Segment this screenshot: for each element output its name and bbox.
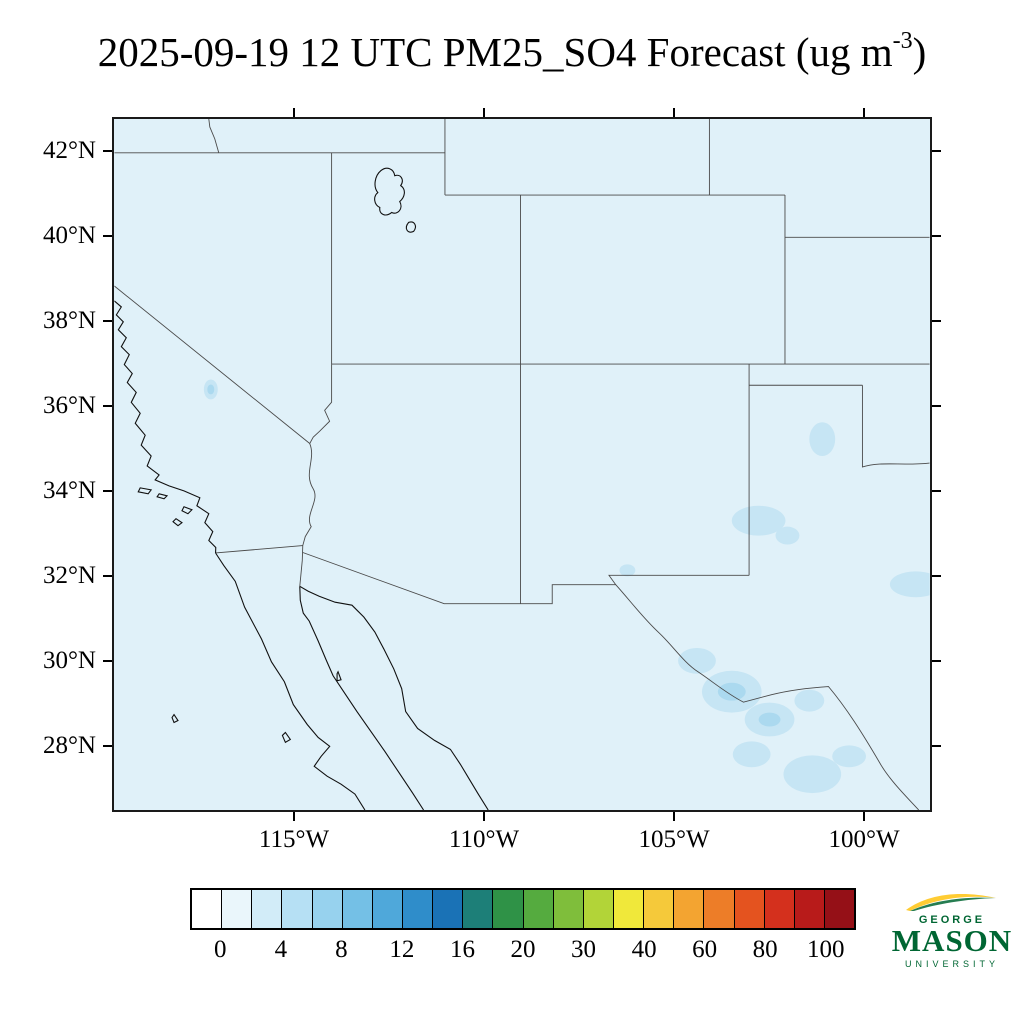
forecast-map-svg xyxy=(114,119,930,810)
map-plot-area xyxy=(112,117,932,812)
colorbar-segment xyxy=(372,890,403,928)
coastline xyxy=(114,167,489,810)
gmu-logo-mason-text: MASON xyxy=(891,923,1013,958)
pm25-so4-enhancement-cores xyxy=(207,384,781,727)
colorbar-tick-label: 8 xyxy=(335,936,348,963)
y-axis-tick-right xyxy=(932,575,941,577)
y-axis-tick-left xyxy=(103,320,112,322)
baja-gulf-coast-path xyxy=(299,586,425,810)
gmu-swoosh-icon xyxy=(906,894,996,911)
us-mexico-border-path xyxy=(215,545,920,810)
x-axis-tick-label: 100°W xyxy=(828,826,900,853)
california-coast-path xyxy=(114,300,217,554)
y-axis-tick-right xyxy=(932,320,941,322)
pm25-so4-enhancement-patches xyxy=(203,379,930,794)
x-axis-tick-bottom xyxy=(673,812,675,821)
y-axis-tick-label: 36°N xyxy=(42,392,96,419)
x-axis-tick-label: 110°W xyxy=(448,826,520,853)
y-axis-tick-right xyxy=(932,405,941,407)
y-axis-tick-label: 34°N xyxy=(42,477,96,504)
colorbar-tick-label: 20 xyxy=(510,936,536,963)
colorbar-segment xyxy=(704,890,735,928)
colorbar-tick-label: 100 xyxy=(806,936,845,963)
colorbar-segment xyxy=(463,890,494,928)
y-axis-tick-label: 38°N xyxy=(42,307,96,334)
y-axis-tick-left xyxy=(103,235,112,237)
colorbar-segment xyxy=(583,890,614,928)
x-axis-tick-label: 115°W xyxy=(258,826,330,853)
colorbar-tick-label: 40 xyxy=(631,936,657,963)
offshore-islands-path xyxy=(137,487,342,744)
y-axis-tick-right xyxy=(932,660,941,662)
y-axis-tick-right xyxy=(932,745,941,747)
map-base xyxy=(114,119,930,810)
gmu-logo-university-text: UNIVERSITY xyxy=(904,959,999,969)
baja-pacific-coast-path xyxy=(215,552,366,810)
colorado-river-border-path xyxy=(299,364,333,587)
colorbar-tick-label: 12 xyxy=(389,936,415,963)
colorbar-segment xyxy=(282,890,313,928)
colorbar-segment xyxy=(794,890,825,928)
y-axis-tick-right xyxy=(932,235,941,237)
colorbar-segment xyxy=(764,890,795,928)
colorbar-segment xyxy=(312,890,343,928)
x-axis-tick-top xyxy=(673,108,675,117)
x-axis-tick-bottom xyxy=(863,812,865,821)
x-axis-tick-top xyxy=(483,108,485,117)
colorbar-segment xyxy=(553,890,584,928)
colorbar-tick-label: 80 xyxy=(752,936,778,963)
gmu-logo: GEORGE MASON UNIVERSITY xyxy=(891,891,1013,983)
x-axis-tick-bottom xyxy=(293,812,295,821)
colorbar-segment xyxy=(734,890,765,928)
y-axis-tick-label: 40°N xyxy=(42,222,96,249)
x-axis-tick-top xyxy=(863,108,865,117)
title-main: 2025-09-19 12 UTC PM25_SO4 Forecast (ug … xyxy=(97,29,893,75)
x-axis-tick-top xyxy=(293,108,295,117)
colorbar-segment xyxy=(644,890,675,928)
colorbar-segment xyxy=(613,890,645,928)
colorbar-segment xyxy=(433,890,464,928)
great-salt-lake-path xyxy=(374,167,405,216)
page-title: 2025-09-19 12 UTC PM25_SO4 Forecast (ug … xyxy=(0,28,1024,76)
x-axis-tick-bottom xyxy=(483,812,485,821)
colorbar-segment xyxy=(824,890,855,928)
colorbar-tick-label: 0 xyxy=(214,936,227,963)
colorbar-segment xyxy=(493,890,524,928)
state-borders xyxy=(114,119,930,810)
y-axis-tick-right xyxy=(932,490,941,492)
colorbar-segment xyxy=(402,890,434,928)
y-axis-tick-left xyxy=(103,490,112,492)
y-axis-tick-label: 28°N xyxy=(42,732,96,759)
y-axis-tick-right xyxy=(932,150,941,152)
x-axis-tick-label: 105°W xyxy=(638,826,710,853)
colorbar-segment xyxy=(523,890,554,928)
sonora-coast-path xyxy=(299,585,489,810)
title-suffix: ) xyxy=(912,29,927,75)
colorbar-tick-label: 30 xyxy=(571,936,597,963)
colorbar-segment xyxy=(222,890,253,928)
y-axis-tick-left xyxy=(103,745,112,747)
y-axis-tick-left xyxy=(103,660,112,662)
y-axis-tick-left xyxy=(103,575,112,577)
y-axis-tick-label: 32°N xyxy=(42,562,96,589)
title-exponent: -3 xyxy=(892,28,913,54)
colorbar-segment xyxy=(192,890,223,928)
colorbar-tick-label: 4 xyxy=(274,936,288,963)
y-axis-tick-left xyxy=(103,150,112,152)
colorbar-tick-label: 60 xyxy=(692,936,718,963)
y-axis-tick-label: 42°N xyxy=(42,137,96,164)
colorbar xyxy=(190,888,856,930)
colorbar-segment xyxy=(252,890,283,928)
us-state-borders-path xyxy=(114,119,930,604)
colorbar-segment xyxy=(342,890,373,928)
colorbar-tick-label: 16 xyxy=(449,936,475,963)
y-axis-tick-label: 30°N xyxy=(42,647,96,674)
gmu-logo-george-text: GEORGE xyxy=(918,914,986,926)
colorbar-segment xyxy=(674,890,705,928)
y-axis-tick-left xyxy=(103,405,112,407)
utah-lake-path xyxy=(405,221,416,233)
